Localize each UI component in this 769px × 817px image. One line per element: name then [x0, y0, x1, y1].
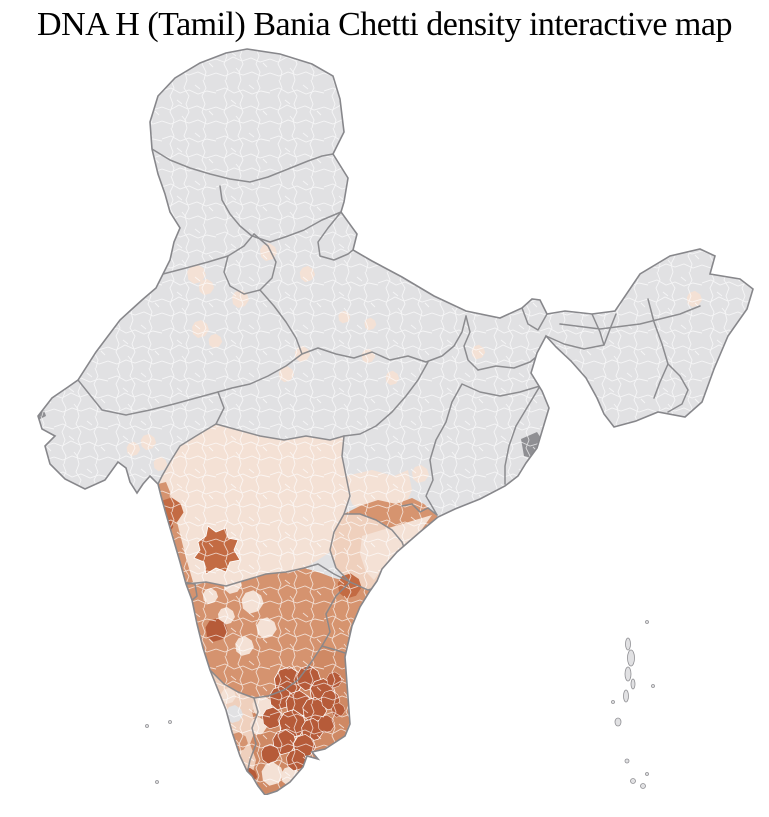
island[interactable] [155, 780, 159, 784]
island[interactable] [623, 689, 629, 703]
island[interactable] [630, 778, 636, 784]
island[interactable] [168, 720, 172, 724]
island[interactable] [630, 678, 636, 690]
island[interactable] [627, 649, 635, 667]
island[interactable] [625, 637, 631, 651]
island[interactable] [645, 772, 649, 776]
india-density-map[interactable] [0, 44, 769, 795]
island[interactable] [614, 717, 622, 727]
island[interactable] [645, 620, 649, 624]
island[interactable] [640, 783, 646, 789]
island[interactable] [624, 758, 630, 764]
island[interactable] [624, 666, 632, 682]
island[interactable] [651, 684, 655, 688]
andaman-nicobar-islands[interactable] [611, 620, 655, 789]
lakshadweep-islands[interactable] [145, 720, 172, 784]
island[interactable] [611, 700, 615, 704]
page-title: DNA H (Tamil) Bania Chetti density inter… [37, 6, 732, 43]
island[interactable] [145, 724, 149, 728]
